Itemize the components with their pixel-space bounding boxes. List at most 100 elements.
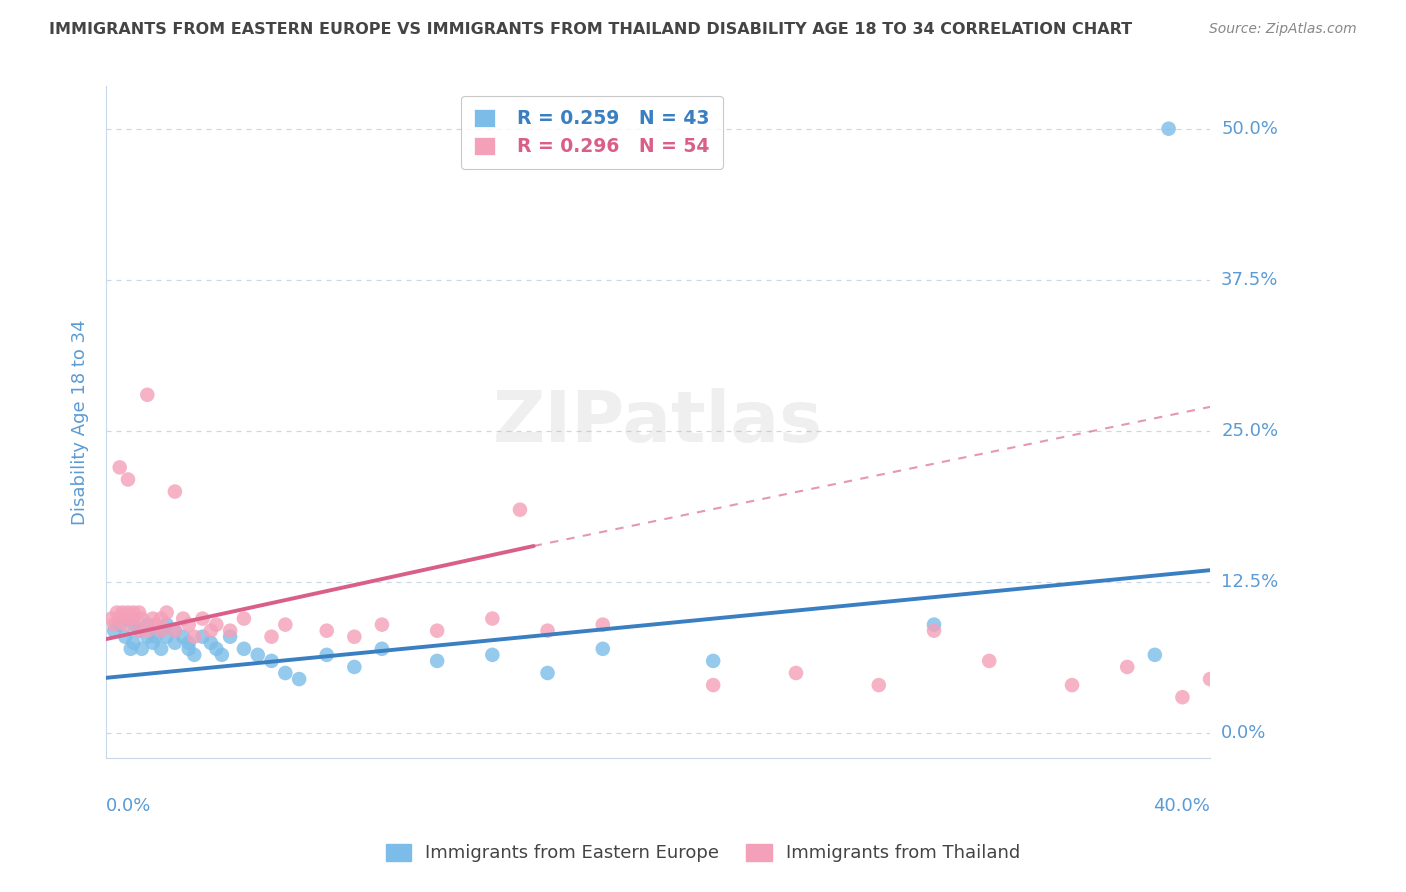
Point (172, 630, 194, 644)
Point (131, 611, 153, 625)
Point (163, 624, 186, 638)
Point (200, 636, 222, 650)
Point (136, 388, 159, 402)
Point (150, 624, 173, 638)
Point (142, 611, 165, 625)
Point (481, 648, 503, 662)
Point (315, 624, 337, 638)
Point (103, 624, 125, 638)
Point (481, 611, 503, 625)
Point (142, 636, 165, 650)
Point (288, 672, 311, 686)
Point (1116, 660, 1139, 674)
Point (343, 630, 366, 644)
Point (117, 606, 139, 620)
Point (120, 641, 142, 656)
Point (128, 606, 150, 620)
Point (260, 654, 283, 668)
Point (260, 630, 283, 644)
Text: 37.5%: 37.5% (1222, 271, 1278, 289)
Point (426, 624, 449, 638)
Point (117, 473, 139, 487)
Point (114, 617, 136, 632)
Legend: Immigrants from Eastern Europe, Immigrants from Thailand: Immigrants from Eastern Europe, Immigran… (378, 837, 1028, 870)
Point (122, 636, 145, 650)
Point (105, 606, 128, 620)
Point (120, 611, 142, 625)
Point (136, 630, 159, 644)
Point (1143, 648, 1166, 662)
Point (274, 665, 297, 680)
Point (131, 641, 153, 656)
Point (183, 630, 205, 644)
Point (371, 617, 394, 632)
Point (211, 648, 233, 662)
Point (122, 611, 145, 625)
Point (150, 641, 173, 656)
Text: 40.0%: 40.0% (1153, 797, 1211, 814)
Point (122, 617, 145, 632)
Text: 0.0%: 0.0% (1222, 724, 1267, 742)
Point (1157, 121, 1180, 136)
Point (103, 617, 125, 632)
Point (536, 665, 558, 680)
Point (246, 648, 269, 662)
Point (979, 654, 1001, 668)
Point (145, 630, 167, 644)
Text: 0.0%: 0.0% (105, 797, 152, 814)
Point (1254, 678, 1277, 692)
Point (177, 636, 200, 650)
Point (128, 624, 150, 638)
Text: 12.5%: 12.5% (1222, 574, 1278, 591)
Text: ZIPatlas: ZIPatlas (494, 387, 823, 457)
Text: IMMIGRANTS FROM EASTERN EUROPE VS IMMIGRANTS FROM THAILAND DISABILITY AGE 18 TO : IMMIGRANTS FROM EASTERN EUROPE VS IMMIGR… (49, 22, 1132, 37)
Point (232, 641, 254, 656)
Point (1171, 690, 1194, 705)
Point (122, 606, 145, 620)
Point (191, 611, 214, 625)
Point (177, 617, 200, 632)
Point (592, 641, 614, 656)
Point (536, 624, 558, 638)
Point (114, 630, 136, 644)
Text: 25.0%: 25.0% (1222, 422, 1278, 440)
Point (156, 617, 179, 632)
Point (592, 617, 614, 632)
Point (117, 611, 139, 625)
Point (191, 630, 214, 644)
Point (702, 678, 724, 692)
Point (200, 624, 222, 638)
Point (136, 624, 159, 638)
Point (205, 617, 228, 632)
Point (922, 617, 945, 632)
Point (156, 630, 179, 644)
Point (172, 611, 194, 625)
Point (315, 648, 337, 662)
Point (163, 484, 186, 499)
Point (343, 660, 366, 674)
Point (426, 654, 449, 668)
Point (868, 678, 890, 692)
Point (1309, 690, 1331, 705)
Point (205, 641, 228, 656)
Point (108, 611, 131, 625)
Legend:   R = 0.259   N = 43,   R = 0.296   N = 54: R = 0.259 N = 43, R = 0.296 N = 54 (461, 95, 723, 169)
Point (274, 617, 297, 632)
Point (150, 611, 173, 625)
Point (111, 606, 134, 620)
Point (219, 630, 242, 644)
Point (150, 624, 173, 638)
Point (371, 641, 394, 656)
Point (219, 624, 242, 638)
Point (136, 617, 159, 632)
Point (163, 636, 186, 650)
Y-axis label: Disability Age 18 to 34: Disability Age 18 to 34 (72, 319, 89, 524)
Point (922, 624, 945, 638)
Point (163, 624, 186, 638)
Point (1364, 702, 1386, 716)
Point (1060, 678, 1083, 692)
Point (156, 606, 179, 620)
Point (509, 502, 531, 516)
Point (1199, 672, 1222, 686)
Text: 50.0%: 50.0% (1222, 120, 1278, 137)
